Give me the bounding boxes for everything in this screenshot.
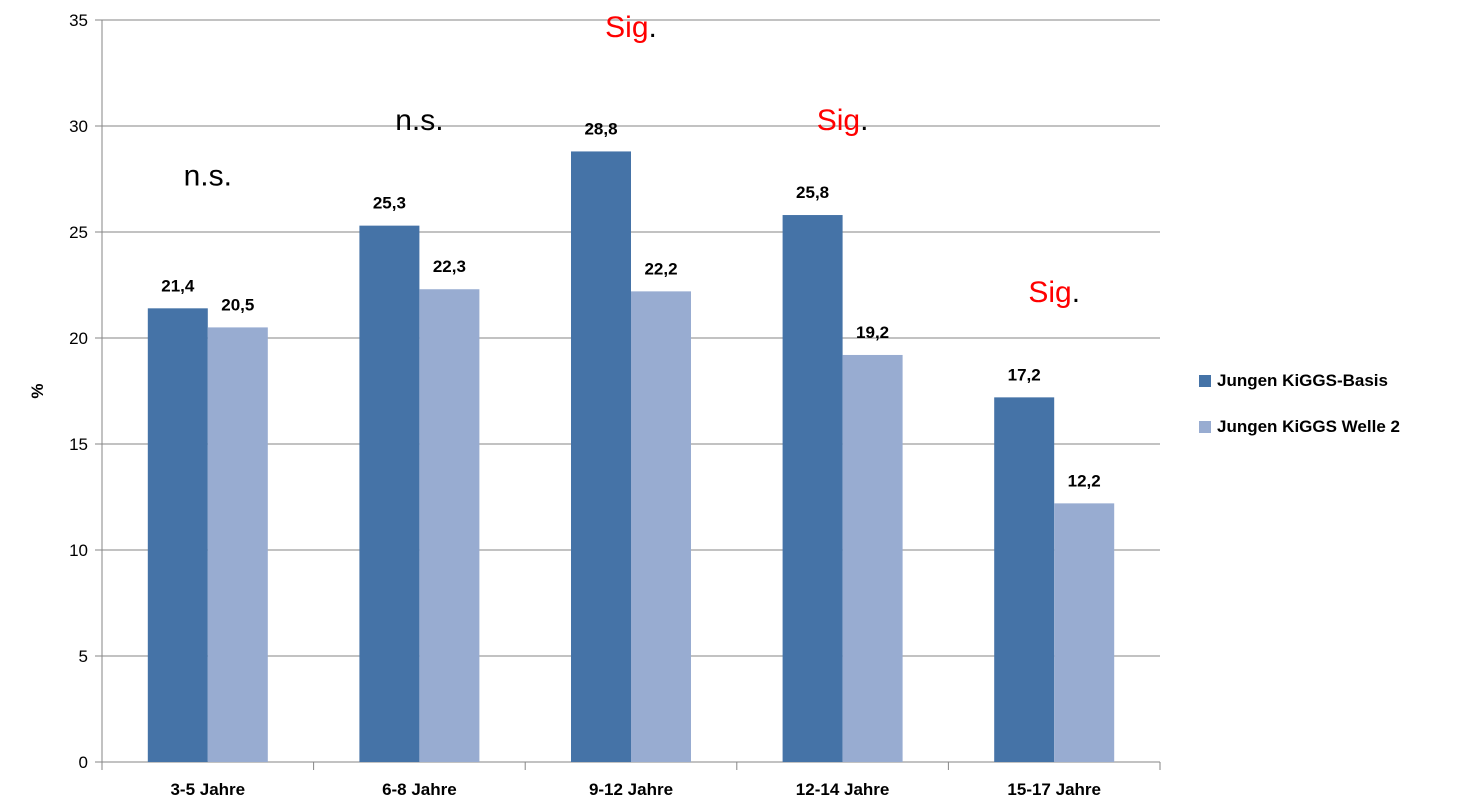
y-tick-label: 0 <box>79 753 88 772</box>
data-label: 21,4 <box>161 276 195 295</box>
bar <box>207 327 268 762</box>
data-label: 17,2 <box>1008 365 1041 384</box>
x-category-label: 6-8 Jahre <box>382 780 457 799</box>
data-label: 22,3 <box>433 257 466 276</box>
bar <box>994 397 1055 762</box>
legend-swatch <box>1199 375 1211 387</box>
y-tick-label: 5 <box>79 647 88 666</box>
annotation-main: Sig <box>817 104 860 137</box>
y-axis-label: % <box>28 383 47 398</box>
significance-annotation: n.s. <box>395 104 443 137</box>
annotation-main: Sig <box>1028 276 1071 309</box>
bar <box>782 215 843 763</box>
y-tick-label: 10 <box>69 541 88 560</box>
bar <box>842 354 903 762</box>
data-label: 20,5 <box>221 295 254 314</box>
legend-swatch <box>1199 421 1211 433</box>
y-tick-label: 30 <box>69 117 88 136</box>
significance-annotation: n.s. <box>184 159 232 192</box>
annotation-main: Sig <box>605 11 648 44</box>
bar <box>147 308 208 762</box>
x-category-label: 3-5 Jahre <box>170 780 245 799</box>
significance-annotation: Sig. <box>1028 276 1080 309</box>
bar <box>631 291 691 762</box>
y-tick-label: 15 <box>69 435 88 454</box>
y-tick-label: 35 <box>69 11 88 30</box>
y-tick-label: 20 <box>69 329 88 348</box>
legend-label: Jungen KiGGS-Basis <box>1217 371 1388 390</box>
annotation-main: n.s. <box>395 104 443 137</box>
data-label: 25,3 <box>373 194 406 213</box>
x-category-label: 9-12 Jahre <box>589 780 673 799</box>
x-category-label: 15-17 Jahre <box>1007 780 1101 799</box>
annotation-suffix: . <box>649 11 657 44</box>
bar <box>571 151 631 762</box>
legend-label: Jungen KiGGS Welle 2 <box>1217 417 1400 436</box>
data-label: 22,2 <box>644 259 677 278</box>
bar <box>359 225 420 762</box>
annotation-suffix: . <box>860 104 868 137</box>
annotation-main: n.s. <box>184 159 232 192</box>
annotation-suffix: . <box>1072 276 1080 309</box>
bar <box>1054 503 1115 762</box>
data-label: 25,8 <box>796 183 829 202</box>
data-label: 12,2 <box>1068 471 1101 490</box>
significance-annotation: Sig. <box>605 11 657 44</box>
y-tick-label: 25 <box>69 223 88 242</box>
data-label: 28,8 <box>584 119 617 138</box>
data-label: 19,2 <box>856 323 889 342</box>
bar <box>419 289 480 762</box>
significance-annotation: Sig. <box>817 104 869 137</box>
x-category-label: 12-14 Jahre <box>796 780 890 799</box>
